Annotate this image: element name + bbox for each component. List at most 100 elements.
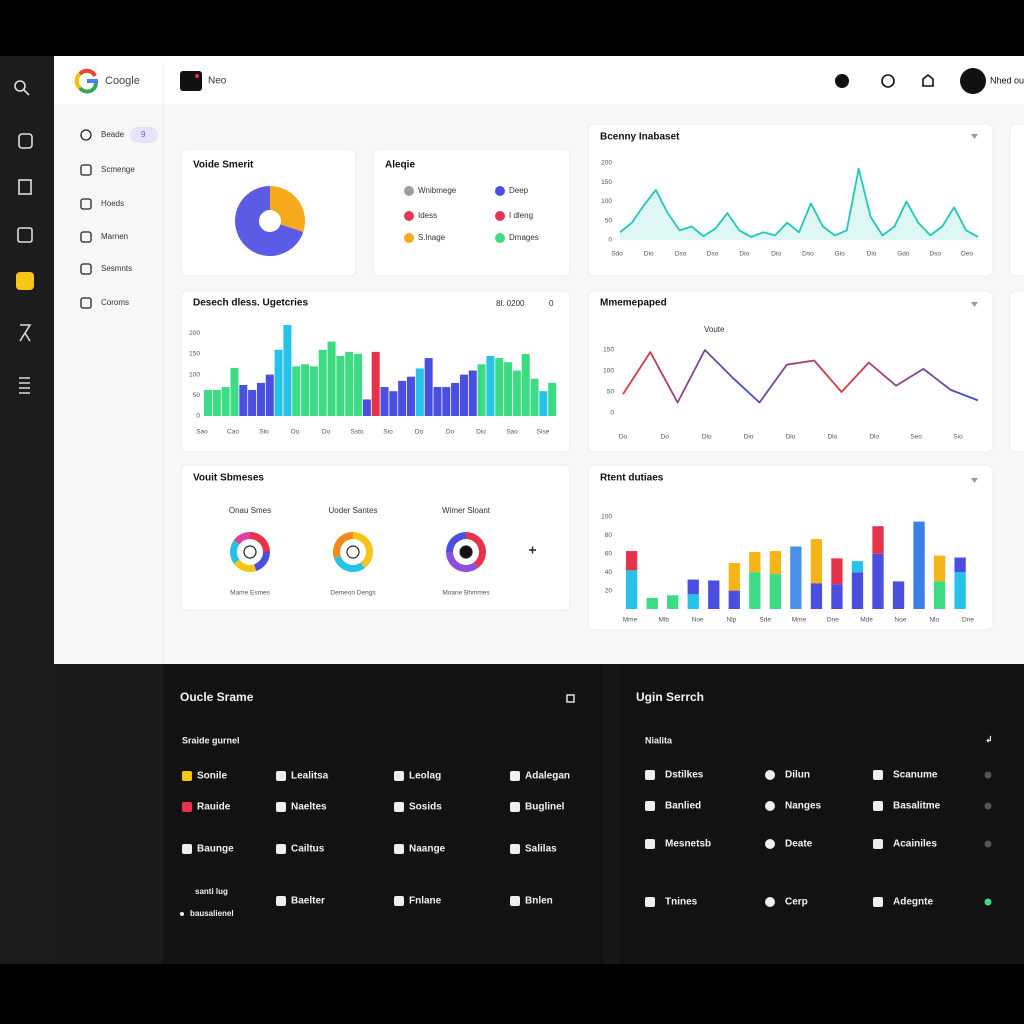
card-title: Rtent dutiaes xyxy=(600,473,664,484)
y-tick-label: 150 xyxy=(189,351,200,358)
search-icon[interactable] xyxy=(14,80,26,92)
bar xyxy=(486,356,495,416)
nav-icon[interactable] xyxy=(80,231,92,243)
panel-icon[interactable] xyxy=(566,694,575,703)
list-icon[interactable] xyxy=(873,801,883,811)
nav-icon[interactable] xyxy=(19,377,30,394)
donut-title: Onau Smes xyxy=(229,506,271,515)
x-tick-label: Deo xyxy=(961,251,973,258)
legend-label: Idess xyxy=(418,211,437,220)
bar xyxy=(274,349,283,416)
nav-item: Sesmnts xyxy=(101,264,132,273)
list-icon[interactable] xyxy=(765,839,775,849)
list-icon[interactable] xyxy=(510,802,520,812)
x-tick-label: Dne xyxy=(962,617,974,624)
list-item: Nanges xyxy=(785,801,822,812)
list-icon[interactable] xyxy=(394,896,404,906)
list-icon[interactable] xyxy=(645,839,655,849)
legend-label: Wnibmege xyxy=(418,186,457,195)
bar xyxy=(459,374,468,416)
x-tick-label: Do xyxy=(446,429,455,436)
list-icon[interactable] xyxy=(394,771,404,781)
nav-icon[interactable] xyxy=(18,179,32,195)
bar-segment xyxy=(933,555,946,582)
list-icon[interactable] xyxy=(645,801,655,811)
list-icon[interactable] xyxy=(394,844,404,854)
dot xyxy=(180,912,184,916)
list-icon[interactable] xyxy=(765,897,775,907)
bar-segment xyxy=(667,595,679,609)
x-tick-label: Cao xyxy=(227,429,239,436)
list-icon[interactable] xyxy=(276,896,286,906)
list-icon[interactable] xyxy=(276,844,286,854)
bar xyxy=(221,387,230,416)
list-icon[interactable] xyxy=(873,839,883,849)
nav-icon[interactable] xyxy=(19,324,32,342)
panel-icon[interactable]: ↲ xyxy=(985,734,993,744)
nav-icon[interactable] xyxy=(80,263,92,275)
bar xyxy=(239,384,248,416)
bar xyxy=(530,378,539,416)
panel-title: Ugin Serrch xyxy=(636,690,704,704)
bar-segment xyxy=(954,572,966,609)
x-tick-label: Dlo xyxy=(702,434,712,441)
badge-text: 9 xyxy=(141,130,146,139)
list-icon[interactable] xyxy=(394,802,404,812)
list-item: Adegnte xyxy=(893,897,933,908)
add-icon[interactable] xyxy=(529,546,536,554)
bar xyxy=(495,358,504,416)
card-menus[interactable] xyxy=(971,134,978,483)
list-icon[interactable] xyxy=(765,770,775,780)
toolbar-icon[interactable] xyxy=(922,73,934,87)
nav-icon[interactable] xyxy=(80,297,92,309)
nav-icon-active[interactable] xyxy=(16,272,34,290)
toolbar-icon[interactable] xyxy=(881,74,895,88)
bar xyxy=(265,374,274,416)
nav-icon[interactable] xyxy=(18,133,33,149)
pie-slice xyxy=(233,559,257,572)
nav-item: Marnen xyxy=(101,232,128,241)
bar xyxy=(336,356,345,416)
list-icon[interactable] xyxy=(510,844,520,854)
x-tick-label: Gdo xyxy=(897,251,910,258)
pie-slice xyxy=(250,532,270,552)
nav-icon[interactable] xyxy=(80,129,92,141)
list-icon[interactable] xyxy=(182,802,192,812)
legend-dot xyxy=(495,233,505,243)
list-item: Basalitme xyxy=(893,801,941,812)
list-icon[interactable] xyxy=(873,770,883,780)
list-icon[interactable] xyxy=(873,897,883,907)
list-icon[interactable] xyxy=(276,802,286,812)
nav-item: Coroms xyxy=(101,298,129,307)
pie-slice xyxy=(446,552,478,573)
y-tick-label: 200 xyxy=(601,160,612,167)
stack-label: bausalienel xyxy=(190,909,234,918)
list-item: Baelter xyxy=(291,896,325,907)
y-tick-label: 50 xyxy=(607,389,615,396)
avatar[interactable] xyxy=(960,68,986,94)
nav-icon[interactable] xyxy=(80,164,92,176)
line xyxy=(622,349,979,404)
panel-subtitle: Nialita xyxy=(645,735,673,745)
stack-label: santi lug xyxy=(195,887,228,896)
bar xyxy=(424,358,433,416)
list-icon[interactable] xyxy=(510,771,520,781)
bar xyxy=(451,382,460,416)
list-icon[interactable] xyxy=(276,771,286,781)
app-icon[interactable] xyxy=(180,71,202,91)
list-icon[interactable] xyxy=(182,844,192,854)
list-icon[interactable] xyxy=(645,770,655,780)
toolbar-icon[interactable] xyxy=(835,74,849,88)
list-icon[interactable] xyxy=(510,896,520,906)
nav-icon[interactable] xyxy=(17,227,33,243)
status-dot xyxy=(984,802,992,810)
y-tick-label: 100 xyxy=(601,514,612,521)
list-icon[interactable] xyxy=(765,801,775,811)
list-icon[interactable] xyxy=(182,771,192,781)
list-icon[interactable] xyxy=(645,897,655,907)
bar-segment xyxy=(769,574,781,609)
status-dot xyxy=(984,898,992,906)
legend-dot xyxy=(404,186,414,196)
bar-segment xyxy=(646,597,658,609)
nav-icon[interactable] xyxy=(80,198,92,210)
